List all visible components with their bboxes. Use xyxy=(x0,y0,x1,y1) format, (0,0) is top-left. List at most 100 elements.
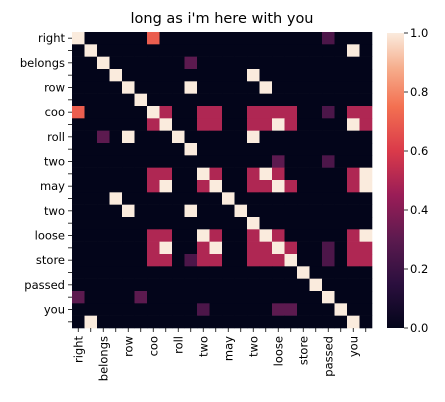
heatmap-cell xyxy=(259,93,273,107)
heatmap-cell xyxy=(147,303,160,316)
heatmap-cell xyxy=(109,192,123,205)
heatmap-cell xyxy=(272,32,285,45)
heatmap-cell xyxy=(97,167,110,181)
heatmap-cell xyxy=(122,118,135,131)
heatmap-cell xyxy=(84,130,98,144)
colorbar-tick-label: 0.0 xyxy=(410,321,428,335)
heatmap-cell xyxy=(197,192,210,205)
heatmap-cell xyxy=(184,291,198,304)
heatmap-cell xyxy=(309,204,323,218)
heatmap-cell xyxy=(147,130,160,144)
heatmap-cell xyxy=(347,278,360,292)
heatmap-cell xyxy=(172,254,185,267)
heatmap-cell xyxy=(97,303,110,316)
heatmap-cell xyxy=(309,143,323,156)
heatmap-cell xyxy=(84,217,98,230)
heatmap-cell xyxy=(322,143,335,156)
heatmap-cell xyxy=(359,315,373,329)
heatmap-cell xyxy=(284,118,298,131)
heatmap-cell xyxy=(172,167,185,181)
heatmap-cell xyxy=(247,118,260,131)
heatmap-cell xyxy=(197,130,210,144)
heatmap-cell xyxy=(309,315,323,329)
heatmap-cell xyxy=(309,44,323,57)
heatmap-cell xyxy=(147,167,160,181)
heatmap-cell xyxy=(359,303,373,316)
heatmap-cell xyxy=(234,229,248,242)
heatmap-cell xyxy=(284,315,298,329)
heatmap-cell xyxy=(234,278,248,292)
heatmap-cell xyxy=(84,167,98,181)
heatmap-cell xyxy=(122,266,135,279)
heatmap-cell xyxy=(272,254,285,267)
heatmap-cell xyxy=(259,155,273,168)
heatmap-cell xyxy=(84,93,98,107)
heatmap-cell xyxy=(272,118,285,131)
heatmap-cell xyxy=(359,291,373,304)
heatmap-cell xyxy=(284,303,298,316)
heatmap-cell xyxy=(322,217,335,230)
heatmap-cell xyxy=(84,241,98,255)
heatmap-cell xyxy=(222,56,235,70)
heatmap-cell xyxy=(134,303,148,316)
y-tick-label: row xyxy=(44,81,65,95)
heatmap-cell xyxy=(347,32,360,45)
heatmap-cell xyxy=(272,56,285,70)
y-tick-label: two xyxy=(44,155,65,169)
heatmap-cell xyxy=(197,217,210,230)
heatmap-cell xyxy=(72,241,85,255)
heatmap-cell xyxy=(209,241,223,255)
heatmap-cell xyxy=(234,241,248,255)
heatmap-cell xyxy=(184,254,198,267)
x-tick-label: you xyxy=(346,336,360,357)
heatmap-cell xyxy=(184,241,198,255)
heatmap-cell xyxy=(134,217,148,230)
heatmap-cell xyxy=(147,118,160,131)
heatmap-cell xyxy=(247,93,260,107)
heatmap-cell xyxy=(359,204,373,218)
heatmap-cell xyxy=(72,93,85,107)
heatmap-cell xyxy=(347,192,360,205)
y-tick-label: roll xyxy=(47,130,65,144)
heatmap-cell xyxy=(97,143,110,156)
heatmap-cell xyxy=(84,291,98,304)
heatmap-cell xyxy=(222,204,235,218)
heatmap-cell xyxy=(334,155,348,168)
heatmap-cell xyxy=(109,118,123,131)
heatmap-cell xyxy=(109,56,123,70)
heatmap-cell xyxy=(347,81,360,94)
heatmap-cell xyxy=(122,278,135,292)
heatmap-cell xyxy=(97,44,110,57)
heatmap-cell xyxy=(322,180,335,193)
heatmap-cell xyxy=(172,118,185,131)
heatmap-cell xyxy=(172,229,185,242)
heatmap-cell xyxy=(234,106,248,119)
heatmap-cell xyxy=(197,315,210,329)
heatmap-cell xyxy=(159,130,173,144)
heatmap-cell xyxy=(122,130,135,144)
heatmap-cell xyxy=(159,81,173,94)
heatmap-cell xyxy=(172,44,185,57)
heatmap-cell xyxy=(122,291,135,304)
heatmap-cell xyxy=(197,303,210,316)
heatmap-cell xyxy=(297,130,310,144)
heatmap-cell xyxy=(222,241,235,255)
heatmap-cell xyxy=(297,106,310,119)
heatmap-cell xyxy=(297,229,310,242)
heatmap-cell xyxy=(84,315,98,329)
heatmap-cell xyxy=(284,143,298,156)
heatmap-cell xyxy=(259,278,273,292)
heatmap-cell xyxy=(284,93,298,107)
colorbar-tick-label: 0.4 xyxy=(410,203,428,217)
heatmap-cell xyxy=(347,130,360,144)
x-tick-label: store xyxy=(296,336,310,365)
heatmap-cell xyxy=(334,32,348,45)
heatmap-cell xyxy=(347,180,360,193)
heatmap-cell xyxy=(234,130,248,144)
heatmap-cell xyxy=(259,130,273,144)
heatmap-cell xyxy=(309,32,323,45)
heatmap-cell xyxy=(359,167,373,181)
heatmap-cell xyxy=(347,56,360,70)
heatmap-cell xyxy=(72,130,85,144)
heatmap-cell xyxy=(309,266,323,279)
